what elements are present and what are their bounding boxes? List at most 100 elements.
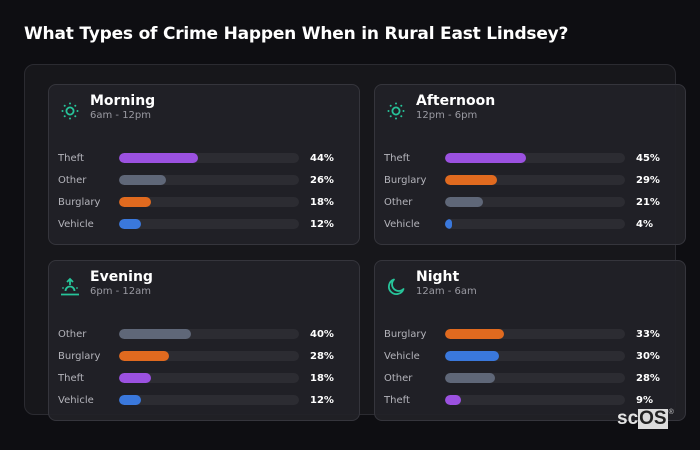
crime-type-label: Vehicle <box>58 394 94 406</box>
card-morning: Morning 6am - 12pm Theft 44% Other 26% B… <box>48 84 360 245</box>
bar-track <box>119 219 299 229</box>
bar-fill <box>119 373 152 383</box>
crime-percent: 12% <box>310 394 334 406</box>
bar-fill <box>445 373 496 383</box>
crime-percent: 18% <box>310 196 334 208</box>
crime-percent: 18% <box>310 372 334 384</box>
crime-type-label: Vehicle <box>384 218 420 230</box>
card-afternoon: Afternoon 12pm - 6pm Theft 45% Burglary … <box>374 84 686 245</box>
bar-fill <box>119 395 141 405</box>
card-time-range: 12am - 6am <box>416 286 477 297</box>
crime-percent: 30% <box>636 350 660 362</box>
card-title: Night <box>416 269 460 285</box>
crime-bar-row: Other 28% <box>384 367 685 389</box>
card-header: Evening 6pm - 12am <box>59 269 153 298</box>
sun-icon <box>385 100 407 122</box>
crime-type-label: Other <box>384 372 413 384</box>
crime-percent: 40% <box>310 328 334 340</box>
crime-bar-row: Burglary 18% <box>58 191 359 213</box>
crime-percent: 4% <box>636 218 653 230</box>
bar-track <box>445 373 625 383</box>
sun-icon <box>59 100 81 122</box>
crime-type-label: Burglary <box>58 350 101 362</box>
bar-track <box>119 153 299 163</box>
crime-bar-row: Theft 45% <box>384 147 685 169</box>
registered-mark: ® <box>668 409 674 416</box>
crime-bar-row: Theft 18% <box>58 367 359 389</box>
card-title: Morning <box>90 93 156 109</box>
crime-bar-list: Theft 44% Other 26% Burglary 18% Vehicle… <box>58 147 359 235</box>
logo-text-sc: sc <box>617 408 639 429</box>
crime-bar-row: Theft 9% <box>384 389 685 411</box>
crime-percent: 29% <box>636 174 660 186</box>
bar-fill <box>119 153 199 163</box>
bar-track <box>119 197 299 207</box>
bar-track <box>119 395 299 405</box>
crime-bar-row: Vehicle 12% <box>58 213 359 235</box>
bar-track <box>119 373 299 383</box>
crime-type-label: Theft <box>384 152 410 164</box>
bar-track <box>445 197 625 207</box>
card-title: Evening <box>90 269 153 285</box>
crime-bar-row: Other 26% <box>58 169 359 191</box>
crime-bar-list: Other 40% Burglary 28% Theft 18% Vehicle… <box>58 323 359 411</box>
scos-logo: sc OS ® <box>617 409 674 429</box>
card-header: Afternoon 12pm - 6pm <box>385 93 495 122</box>
bar-track <box>445 351 625 361</box>
crime-type-label: Other <box>58 174 87 186</box>
crime-percent: 28% <box>310 350 334 362</box>
bar-fill <box>445 153 526 163</box>
crime-percent: 44% <box>310 152 334 164</box>
sunset-icon <box>59 276 81 298</box>
moon-icon <box>385 276 407 298</box>
crime-bar-row: Theft 44% <box>58 147 359 169</box>
crime-type-label: Burglary <box>58 196 101 208</box>
crime-percent: 33% <box>636 328 660 340</box>
bar-fill <box>119 329 191 339</box>
bar-track <box>445 329 625 339</box>
crime-type-label: Theft <box>58 152 84 164</box>
card-time-range: 12pm - 6pm <box>416 110 478 121</box>
crime-bar-row: Burglary 29% <box>384 169 685 191</box>
bar-fill <box>119 197 152 207</box>
page-title: What Types of Crime Happen When in Rural… <box>24 24 569 44</box>
bar-track <box>445 175 625 185</box>
crime-type-label: Burglary <box>384 174 427 186</box>
crime-percent: 28% <box>636 372 660 384</box>
bar-fill <box>119 351 170 361</box>
card-title: Afternoon <box>416 93 496 109</box>
bar-fill <box>445 197 483 207</box>
bar-fill <box>119 219 141 229</box>
card-time-range: 6am - 12pm <box>90 110 152 121</box>
crime-bar-row: Burglary 33% <box>384 323 685 345</box>
crime-type-label: Vehicle <box>384 350 420 362</box>
card-evening: Evening 6pm - 12am Other 40% Burglary 28… <box>48 260 360 421</box>
card-header: Night 12am - 6am <box>385 269 477 298</box>
crime-bar-row: Vehicle 12% <box>58 389 359 411</box>
crime-percent: 12% <box>310 218 334 230</box>
bar-fill <box>445 395 462 405</box>
card-night: Night 12am - 6am Burglary 33% Vehicle 30… <box>374 260 686 421</box>
crime-type-label: Vehicle <box>58 218 94 230</box>
crime-type-label: Theft <box>384 394 410 406</box>
crime-bar-row: Vehicle 4% <box>384 213 685 235</box>
logo-text-os: OS <box>638 408 668 429</box>
crime-bar-row: Other 40% <box>58 323 359 345</box>
crime-bar-row: Burglary 28% <box>58 345 359 367</box>
bar-track <box>445 395 625 405</box>
crime-percent: 45% <box>636 152 660 164</box>
bar-fill <box>445 351 499 361</box>
bar-track <box>119 175 299 185</box>
bar-track <box>445 219 625 229</box>
bar-track <box>445 153 625 163</box>
bar-fill <box>445 175 498 185</box>
bar-fill <box>119 175 166 185</box>
crime-bar-list: Burglary 33% Vehicle 30% Other 28% Theft… <box>384 323 685 411</box>
bar-track <box>119 329 299 339</box>
crime-type-label: Other <box>58 328 87 340</box>
bar-track <box>119 351 299 361</box>
card-time-range: 6pm - 12am <box>90 286 152 297</box>
crime-bar-row: Other 21% <box>384 191 685 213</box>
crime-type-label: Theft <box>58 372 84 384</box>
crime-type-label: Burglary <box>384 328 427 340</box>
